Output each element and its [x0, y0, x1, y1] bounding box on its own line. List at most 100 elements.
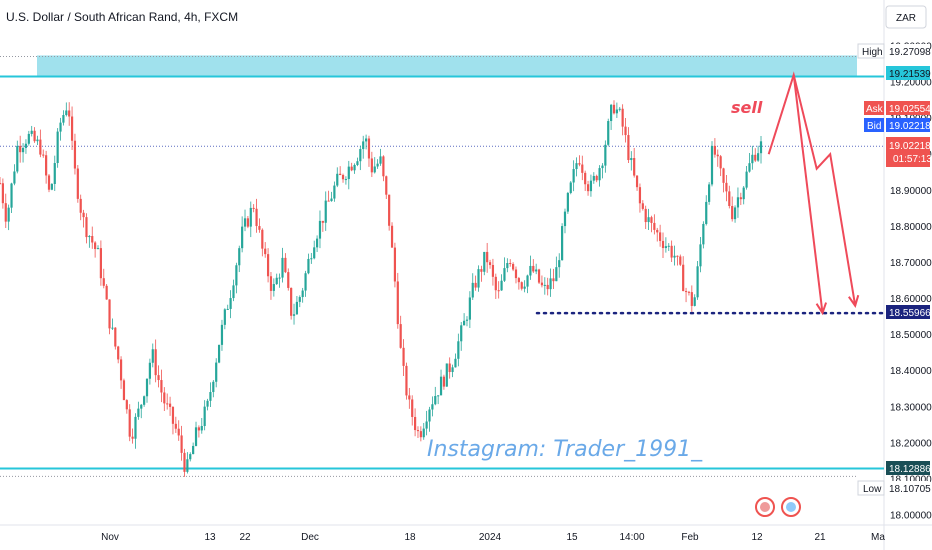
candle-body [592, 175, 595, 181]
candle-body [194, 427, 198, 446]
candle-body [705, 201, 708, 224]
candle-body [220, 324, 224, 345]
candle-body [696, 266, 699, 298]
candle-body [673, 255, 676, 258]
candle-body [566, 192, 569, 212]
candle-body [82, 212, 85, 218]
candle-body [192, 445, 195, 455]
candle-body [137, 408, 140, 417]
candle-body [670, 245, 673, 258]
candle [586, 180, 590, 196]
event-flag-icon[interactable] [786, 502, 796, 512]
candle-body [500, 280, 503, 291]
candle-body [411, 399, 414, 417]
candle-body [362, 141, 365, 150]
candle-body [307, 258, 310, 274]
candle-body [336, 173, 339, 186]
resistance-value: 19.21539 [889, 69, 931, 80]
candle-body [333, 185, 336, 199]
candle-body [266, 254, 270, 277]
candle-body [483, 251, 486, 272]
candle [526, 274, 529, 294]
candle [76, 165, 79, 203]
candle [39, 129, 42, 158]
candle [601, 163, 604, 179]
candle [180, 425, 183, 461]
candle [99, 240, 102, 286]
candle [163, 387, 166, 412]
candle-body [151, 349, 154, 363]
candle-body [36, 139, 39, 142]
candle [217, 344, 221, 364]
candle [376, 159, 379, 169]
candle [451, 364, 454, 378]
candle-body [457, 341, 460, 359]
candle-body [512, 263, 515, 270]
candle [215, 358, 218, 388]
candle [261, 228, 264, 257]
candle-body [595, 175, 598, 181]
candle [119, 356, 123, 389]
projection-arrow-branch [792, 74, 824, 314]
candle [463, 313, 466, 326]
candle [73, 133, 77, 175]
currency-box[interactable] [885, 5, 927, 29]
economic-event-flags[interactable] [755, 497, 801, 517]
candle [238, 245, 241, 273]
candle [318, 210, 322, 249]
candle [192, 442, 195, 455]
candle-body [612, 104, 616, 114]
candle-body [249, 207, 252, 227]
candle [725, 175, 728, 202]
candle [145, 378, 149, 403]
candle-body [731, 206, 734, 220]
candle [543, 277, 546, 295]
candle-body [437, 395, 440, 397]
candle [563, 208, 567, 234]
candle-body [708, 184, 711, 202]
candle-body [229, 298, 232, 309]
candle-body [341, 175, 345, 180]
candle-body [428, 409, 431, 422]
candle-body [39, 139, 42, 155]
candle [621, 104, 624, 136]
x-tick-label: 15 [566, 532, 578, 543]
candle-body [171, 406, 175, 424]
candle-body [759, 141, 763, 154]
candle [607, 118, 610, 147]
candle-body [388, 194, 391, 226]
candle-body [460, 325, 463, 342]
event-flag-icon[interactable] [760, 502, 770, 512]
candle-body [154, 349, 157, 376]
candle-body [581, 164, 584, 173]
candle-body [33, 130, 36, 142]
candle [333, 181, 336, 202]
candle [157, 365, 160, 388]
candle-body [650, 217, 653, 223]
candle-body [347, 166, 350, 180]
candle [612, 100, 616, 115]
candle-body [99, 248, 102, 279]
candle-body [549, 278, 552, 290]
candle-body [203, 406, 206, 427]
low-value-tag [886, 481, 930, 495]
candle-body [310, 258, 313, 260]
candle-body [281, 257, 284, 278]
candle-body [659, 232, 662, 241]
candle-body [119, 359, 123, 381]
candle [416, 426, 420, 438]
y-tick-label: 18.90000 [890, 186, 932, 197]
candle-body [379, 156, 382, 164]
y-tick-label: 18.00000 [890, 511, 932, 522]
last-price-value: 19.02218 [889, 141, 931, 152]
candle-body [425, 421, 428, 429]
bid-value: 19.02218 [889, 121, 931, 132]
candle [572, 160, 575, 192]
candle [710, 141, 714, 187]
candle [624, 118, 627, 143]
candle-body [624, 126, 627, 136]
candle [330, 191, 333, 202]
currency-label: ZAR [896, 13, 916, 24]
candle [258, 218, 261, 233]
